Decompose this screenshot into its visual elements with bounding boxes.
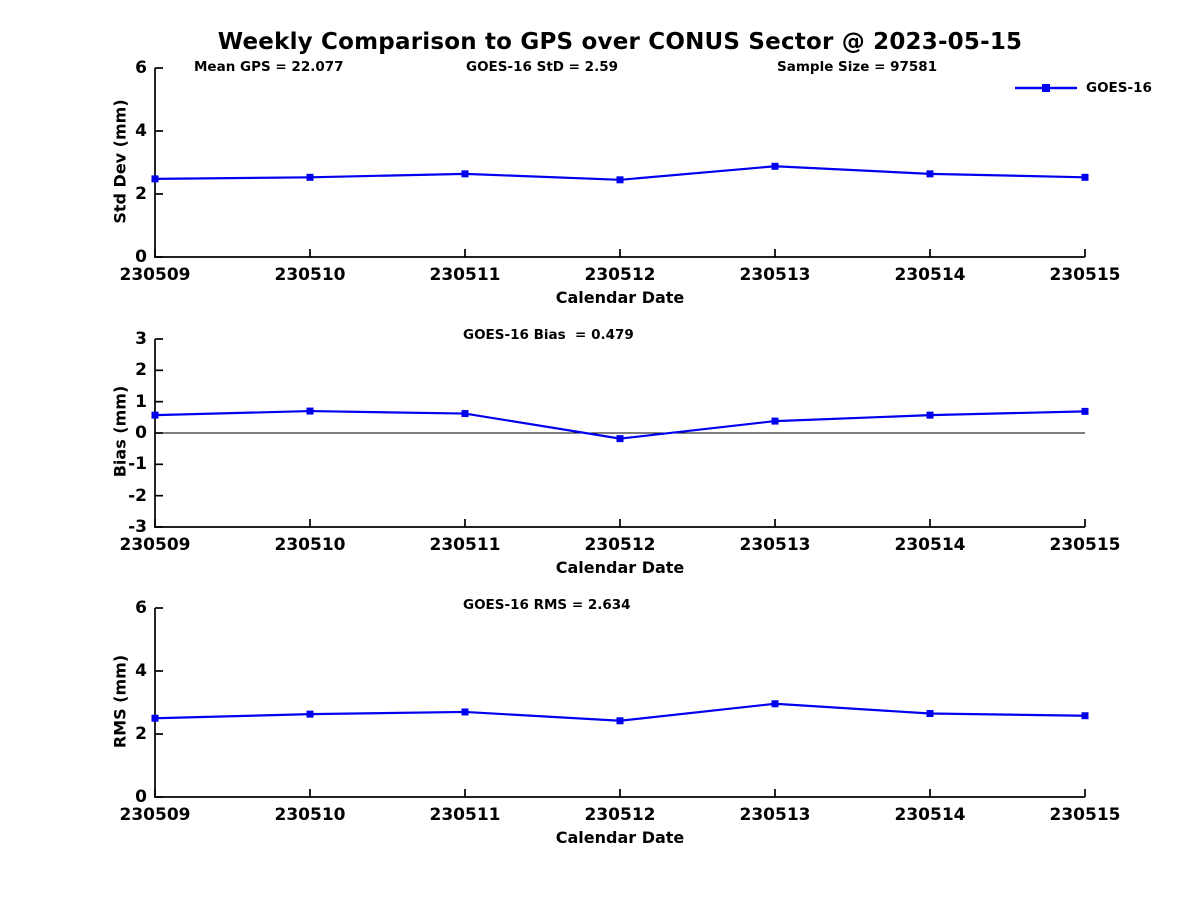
data-point-marker [151,714,159,722]
data-point-marker [151,411,159,419]
legend: GOES-16 [1014,80,1152,96]
data-point-marker [926,170,934,178]
subplot-bias [151,338,1089,528]
x-tick-label: 230510 [274,265,346,285]
x-tick-label: 230511 [429,805,501,825]
data-point-marker [306,407,314,415]
y-tick-label: -2 [128,485,147,506]
x-axis-label-calendar-date: Calendar Date [555,558,685,577]
x-tick-label: 230512 [584,805,656,825]
data-point-marker [771,417,779,425]
y-tick-label: 0 [135,787,147,807]
series-line-GOES-16 [154,409,1086,440]
x-tick-label: 230510 [274,535,346,555]
y-tick-label: 2 [135,724,147,744]
data-point-marker [151,175,159,183]
page-title: Weekly Comparison to GPS over CONUS Sect… [217,29,1023,55]
x-tick-label: 230512 [584,535,656,555]
data-point-marker [306,173,314,181]
x-tick-label: 230511 [429,265,501,285]
data-point-marker [616,717,624,725]
subplot-std-dev [151,67,1089,258]
data-point-marker [616,435,624,443]
x-tick-label: 230515 [1049,805,1121,825]
y-tick-label: 6 [135,58,147,78]
legend-label: GOES-16 [1086,80,1152,96]
x-tick-label: 230513 [739,535,811,555]
data-point-marker [926,710,934,718]
legend-line-marker-icon [1015,84,1077,92]
annotation-goes16-rms: GOES-16 RMS = 2.634 [463,597,631,613]
data-point-marker [771,162,779,170]
data-point-marker [926,411,934,419]
y-tick-label: -3 [128,517,147,537]
subplot-rms [151,607,1089,798]
y-tick-label: 4 [135,121,147,141]
y-tick-label: 4 [135,661,147,681]
y-tick-label: 0 [135,247,147,267]
data-point-marker [771,700,779,708]
x-tick-label: 230509 [119,805,191,825]
y-tick-label: 2 [135,360,147,381]
y-tick-label: 6 [135,598,147,618]
x-tick-label: 230515 [1049,535,1121,555]
y-tick-label: 0 [135,423,147,443]
data-point-marker [306,710,314,718]
x-tick-label: 230511 [429,535,501,555]
x-tick-label: 230513 [739,805,811,825]
data-point-marker [461,410,469,418]
x-tick-label: 230510 [274,805,346,825]
x-tick-label: 230515 [1049,265,1121,285]
x-axis-label-calendar-date: Calendar Date [555,828,685,847]
data-point-marker [461,708,469,716]
annotation-sample-size: Sample Size = 97581 [777,59,938,75]
annotation-goes16-bias: GOES-16 Bias = 0.479 [463,327,634,343]
x-axis-label-calendar-date: Calendar Date [555,288,685,307]
annotation-mean-gps: Mean GPS = 22.077 [194,59,344,75]
y-tick-label: 2 [135,184,147,204]
y-tick-label: 1 [135,391,147,412]
annotation-goes16-std: GOES-16 StD = 2.59 [466,59,618,75]
data-point-marker [1081,407,1089,415]
data-point-marker [1081,173,1089,181]
data-point-marker [616,176,624,184]
y-tick-label: 3 [135,329,147,349]
x-tick-label: 230509 [119,535,191,555]
data-point-marker [1081,712,1089,720]
y-tick-label: -1 [128,454,147,475]
x-tick-label: 230514 [894,265,966,285]
x-tick-label: 230509 [119,265,191,285]
data-point-marker [461,170,469,178]
x-tick-label: 230514 [894,535,966,555]
x-tick-label: 230513 [739,265,811,285]
x-tick-label: 230512 [584,265,656,285]
x-tick-label: 230514 [894,805,966,825]
